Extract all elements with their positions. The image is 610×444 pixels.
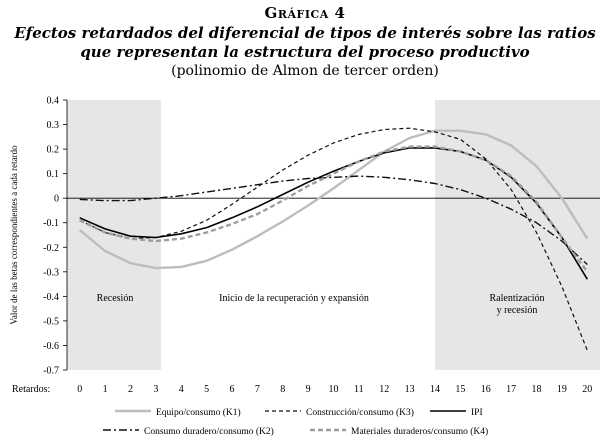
x-tick-label: 0 <box>77 384 82 395</box>
series-line-0 <box>78 129 589 270</box>
x-tick-label: 5 <box>204 384 209 395</box>
region-label-recuperacion: Inicio de la recuperación y expansión <box>219 293 369 304</box>
x-tick-label: 17 <box>506 384 516 395</box>
x-tick-label: 16 <box>481 384 491 395</box>
x-tick-label: 11 <box>354 384 364 395</box>
x-tick-label: 20 <box>582 384 592 395</box>
x-tick-label: 6 <box>229 384 234 395</box>
x-tick-label: 12 <box>379 384 389 395</box>
y-axis-label: Valor de las betas correspondientes a ca… <box>9 145 19 325</box>
x-tick-label: 2 <box>128 384 133 395</box>
legend-label-0: Equipo/consumo (K1) <box>156 407 241 418</box>
chart-subtitle: (polinomio de Almon de tercer orden) <box>171 63 439 79</box>
x-tick-label: 8 <box>280 384 285 395</box>
series-line-4 <box>79 145 589 273</box>
y-tick-label: -0.5 <box>43 316 59 327</box>
legend-label-1: Construcción/consumo (K3) <box>306 407 414 418</box>
y-tick-label: -0.6 <box>43 341 59 352</box>
y-tick-label: 0 <box>54 194 59 205</box>
y-tick-label: -0.1 <box>43 218 59 229</box>
region-label-ralentizacion-1: Ralentización <box>490 293 545 304</box>
shaded-region-1 <box>435 100 600 370</box>
y-tick-label: 0.3 <box>47 120 60 131</box>
y-tick-label: -0.3 <box>43 267 59 278</box>
x-tick-label: 3 <box>153 384 158 395</box>
y-tick-label: -0.4 <box>43 292 59 303</box>
x-axis-label: Retardos: <box>12 384 50 395</box>
y-tick-label: -0.2 <box>43 243 59 254</box>
x-tick-label: 10 <box>329 384 339 395</box>
chart-title-line-1: Efectos retardados del diferencial de ti… <box>14 24 596 42</box>
y-tick-label: -0.7 <box>43 366 59 377</box>
region-label-recesion: Recesión <box>97 293 134 304</box>
series-line-1 <box>79 127 588 351</box>
legend-label-4: Materiales duraderos/consumo (K4) <box>351 426 488 437</box>
x-tick-label: 4 <box>179 384 184 395</box>
chart-title-line-2: que representan la estructura del proces… <box>80 43 530 61</box>
x-tick-label: 1 <box>103 384 108 395</box>
y-tick-label: 0.2 <box>47 145 60 156</box>
y-tick-label: 0.1 <box>47 169 60 180</box>
x-tick-label: 18 <box>532 384 542 395</box>
x-tick-label: 7 <box>255 384 260 395</box>
chart-supertitle: Gráfica 4 <box>264 4 346 22</box>
y-tick-label: 0.4 <box>47 96 60 107</box>
region-label-ralentizacion-2: y recesión <box>497 305 538 316</box>
x-tick-label: 19 <box>557 384 567 395</box>
legend-label-2: IPI <box>471 408 483 418</box>
x-tick-label: 13 <box>405 384 415 395</box>
series-line-3 <box>79 175 588 266</box>
legend-label-3: Consumo duradero/consumo (K2) <box>144 426 274 437</box>
x-tick-label: 15 <box>455 384 465 395</box>
x-tick-label: 9 <box>306 384 311 395</box>
x-tick-label: 14 <box>430 384 440 395</box>
